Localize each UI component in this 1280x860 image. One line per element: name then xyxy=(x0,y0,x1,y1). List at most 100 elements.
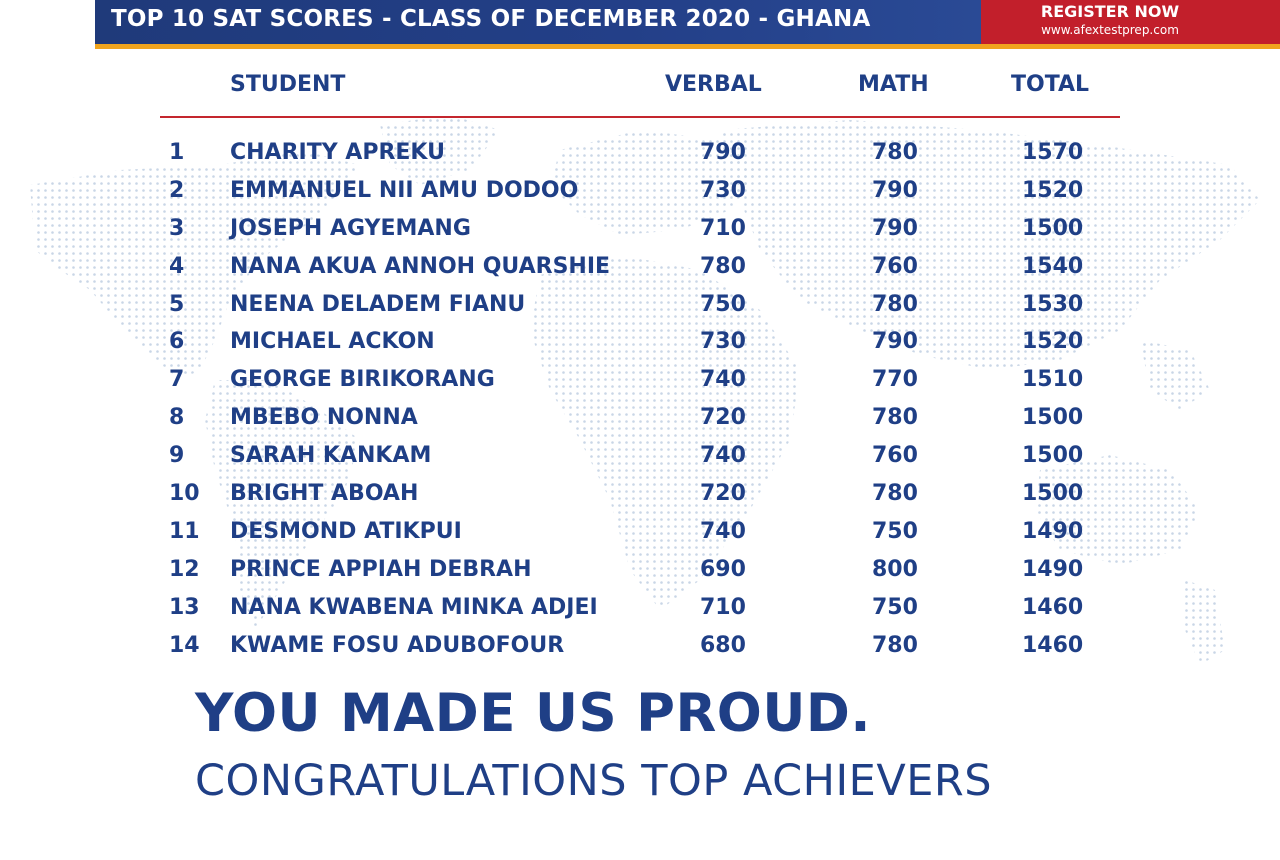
verbal-score-cell: 690 xyxy=(700,556,746,582)
rank-cell: 7 xyxy=(169,367,185,393)
scores-table: STUDENT VERBAL MATH TOTAL 1 CHARITY APRE… xyxy=(160,66,1120,663)
rank-cell: 3 xyxy=(169,215,185,241)
banner-title: TOP 10 SAT SCORES - CLASS OF DECEMBER 20… xyxy=(111,6,871,32)
rank-cell: 14 xyxy=(169,632,200,658)
map-europe xyxy=(550,130,760,235)
verbal-score-cell: 680 xyxy=(700,632,746,658)
headline-proud: YOU MADE US PROUD. xyxy=(195,683,871,744)
total-score-cell: 1500 xyxy=(1022,481,1084,507)
math-score-cell: 750 xyxy=(872,518,918,544)
map-asia xyxy=(720,120,1260,370)
student-name-cell: NANA AKUA ANNOH QUARSHIE xyxy=(230,253,611,279)
banner-title-box: TOP 10 SAT SCORES - CLASS OF DECEMBER 20… xyxy=(95,0,981,49)
math-score-cell: 790 xyxy=(872,177,918,203)
header-student: STUDENT xyxy=(230,72,346,97)
rank-cell: 12 xyxy=(169,556,200,582)
table-row: 5 NEENA DELADEM FIANU 750 780 1530 xyxy=(160,285,1120,323)
math-score-cell: 780 xyxy=(872,481,918,507)
website-url[interactable]: www.afextestprep.com xyxy=(1041,23,1179,37)
math-score-cell: 780 xyxy=(872,405,918,431)
table-row: 11 DESMOND ATIKPUI 740 750 1490 xyxy=(160,512,1120,550)
map-greenland xyxy=(380,115,500,185)
table-row: 1 CHARITY APREKU 790 780 1570 xyxy=(160,133,1120,171)
header-verbal: VERBAL xyxy=(665,72,762,97)
total-score-cell: 1500 xyxy=(1022,405,1084,431)
student-name-cell: DESMOND ATIKPUI xyxy=(230,518,462,544)
math-score-cell: 760 xyxy=(872,443,918,469)
rank-cell: 4 xyxy=(169,253,185,279)
math-score-cell: 800 xyxy=(872,556,918,582)
math-score-cell: 770 xyxy=(872,367,918,393)
table-header: STUDENT VERBAL MATH TOTAL xyxy=(160,66,1120,118)
student-name-cell: BRIGHT ABOAH xyxy=(230,481,419,507)
header-banner: TOP 10 SAT SCORES - CLASS OF DECEMBER 20… xyxy=(95,0,1280,50)
student-name-cell: EMMANUEL NII AMU DODOO xyxy=(230,177,579,203)
map-australia xyxy=(1035,455,1200,565)
table-row: 3 JOSEPH AGYEMANG 710 790 1500 xyxy=(160,209,1120,247)
verbal-score-cell: 780 xyxy=(700,253,746,279)
total-score-cell: 1490 xyxy=(1022,518,1084,544)
rank-cell: 6 xyxy=(169,329,185,355)
student-name-cell: NANA KWABENA MINKA ADJEI xyxy=(230,594,598,620)
verbal-score-cell: 730 xyxy=(700,177,746,203)
register-cta[interactable]: REGISTER NOW www.afextestprep.com xyxy=(981,0,1280,49)
verbal-score-cell: 720 xyxy=(700,481,746,507)
student-name-cell: MICHAEL ACKON xyxy=(230,329,435,355)
total-score-cell: 1570 xyxy=(1022,140,1084,165)
rank-cell: 1 xyxy=(169,140,185,165)
rank-cell: 5 xyxy=(169,291,185,317)
rank-cell: 8 xyxy=(169,405,185,431)
total-score-cell: 1460 xyxy=(1022,594,1084,620)
total-score-cell: 1500 xyxy=(1022,443,1084,469)
rank-cell: 2 xyxy=(169,177,185,203)
math-score-cell: 790 xyxy=(872,215,918,241)
rank-cell: 10 xyxy=(169,481,200,507)
verbal-score-cell: 740 xyxy=(700,518,746,544)
subline-congratulations: CONGRATULATIONS TOP ACHIEVERS xyxy=(195,756,993,806)
verbal-score-cell: 740 xyxy=(700,443,746,469)
table-row: 2 EMMANUEL NII AMU DODOO 730 790 1520 xyxy=(160,171,1120,209)
total-score-cell: 1510 xyxy=(1022,367,1084,393)
verbal-score-cell: 710 xyxy=(700,215,746,241)
table-row: 10 BRIGHT ABOAH 720 780 1500 xyxy=(160,474,1120,512)
student-name-cell: CHARITY APREKU xyxy=(230,140,445,165)
student-name-cell: JOSEPH AGYEMANG xyxy=(230,215,471,241)
table-row: 9 SARAH KANKAM 740 760 1500 xyxy=(160,436,1120,474)
table-row: 7 GEORGE BIRIKORANG 740 770 1510 xyxy=(160,360,1120,398)
rank-cell: 13 xyxy=(169,594,200,620)
student-name-cell: NEENA DELADEM FIANU xyxy=(230,291,526,317)
total-score-cell: 1500 xyxy=(1022,215,1084,241)
student-name-cell: GEORGE BIRIKORANG xyxy=(230,367,495,393)
verbal-score-cell: 710 xyxy=(700,594,746,620)
map-africa xyxy=(530,255,800,610)
student-name-cell: KWAME FOSU ADUBOFOUR xyxy=(230,632,565,658)
register-now-label[interactable]: REGISTER NOW xyxy=(1040,2,1180,21)
math-score-cell: 760 xyxy=(872,253,918,279)
verbal-score-cell: 720 xyxy=(700,405,746,431)
math-score-cell: 780 xyxy=(872,632,918,658)
total-score-cell: 1520 xyxy=(1022,329,1084,355)
header-total: TOTAL xyxy=(1011,72,1090,97)
header-math: MATH xyxy=(858,72,929,97)
world-map-background xyxy=(30,115,1260,665)
student-name-cell: SARAH KANKAM xyxy=(230,443,432,469)
student-name-cell: MBEBO NONNA xyxy=(230,405,418,431)
verbal-score-cell: 750 xyxy=(700,291,746,317)
verbal-score-cell: 730 xyxy=(700,329,746,355)
verbal-score-cell: 740 xyxy=(700,367,746,393)
map-islands xyxy=(1140,340,1225,665)
table-row: 4 NANA AKUA ANNOH QUARSHIE 780 760 1540 xyxy=(160,247,1120,285)
rank-cell: 11 xyxy=(169,518,200,544)
table-body: 1 CHARITY APREKU 790 780 1570 2 EMMANUEL… xyxy=(160,133,1120,663)
math-score-cell: 790 xyxy=(872,329,918,355)
math-score-cell: 780 xyxy=(872,140,918,165)
total-score-cell: 1520 xyxy=(1022,177,1084,203)
table-row: 13 NANA KWABENA MINKA ADJEI 710 750 1460 xyxy=(160,588,1120,626)
map-north-america xyxy=(30,150,360,380)
table-row: 12 PRINCE APPIAH DEBRAH 690 800 1490 xyxy=(160,550,1120,588)
table-row: 14 KWAME FOSU ADUBOFOUR 680 780 1460 xyxy=(160,626,1120,664)
map-south-america xyxy=(205,380,360,630)
student-name-cell: PRINCE APPIAH DEBRAH xyxy=(230,556,532,582)
total-score-cell: 1460 xyxy=(1022,632,1084,658)
total-score-cell: 1530 xyxy=(1022,291,1084,317)
